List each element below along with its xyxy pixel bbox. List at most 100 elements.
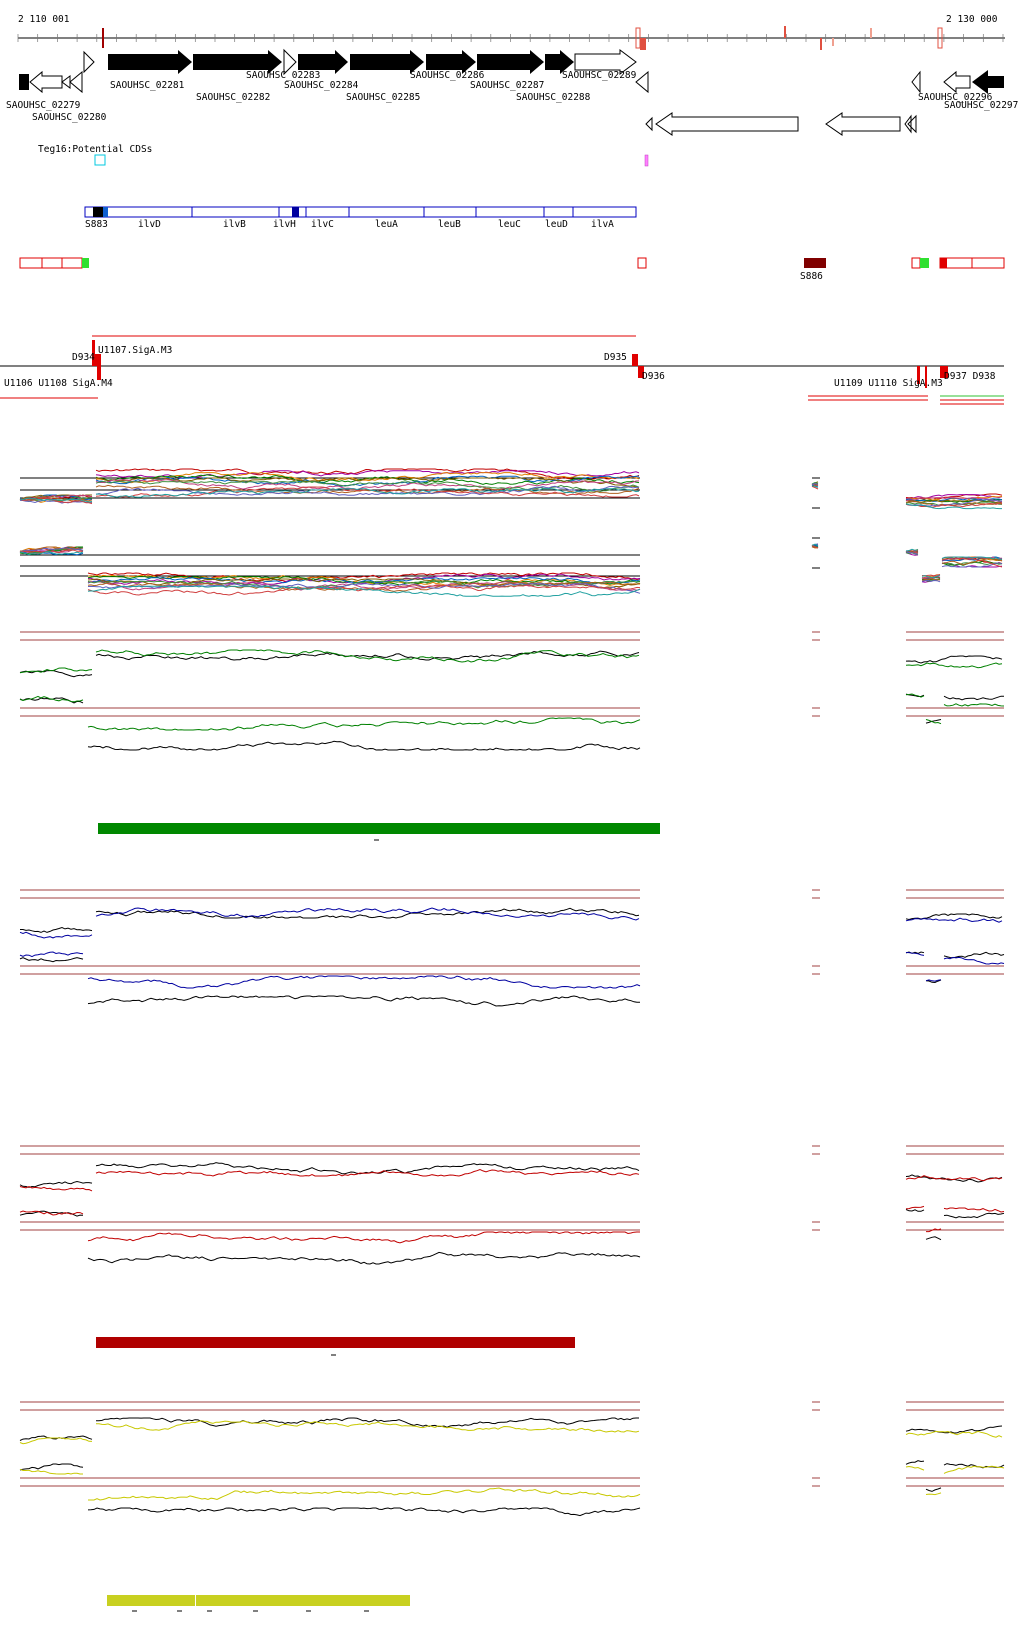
operon-ilvH-marker (292, 207, 299, 217)
gene-label: SAOUHSC_02286 (410, 70, 485, 81)
sample-trace (811, 544, 819, 549)
gene-label: SAOUHSC_02279 (6, 100, 81, 111)
gene-arrow-rev-4[interactable] (904, 114, 917, 134)
gene-arrow-02279[interactable] (19, 74, 29, 90)
ruler-ticks (17, 34, 1004, 42)
rna-feature-track: S886 (19, 257, 1005, 282)
gene-arrow-small-1[interactable] (61, 70, 83, 94)
potential-cds-box[interactable] (644, 154, 649, 167)
rna-feature[interactable] (82, 258, 89, 268)
gene-arrow-rev-2[interactable] (655, 112, 799, 136)
coordinate-ruler: 2 110 001 2 130 000 (17, 14, 1005, 50)
reference-trace (19, 957, 640, 1007)
sample-trace (905, 548, 1003, 578)
reference-trace (905, 655, 1003, 664)
condition-trace (19, 907, 640, 939)
sample-trace (905, 502, 1003, 508)
rna-feature-s886[interactable] (804, 258, 826, 268)
condition-trace (19, 1468, 641, 1501)
operon-gene-label: ilvH (273, 219, 296, 230)
gene-arrow-rev-1[interactable] (645, 116, 653, 132)
condition-4-bar[interactable] (107, 1595, 195, 1606)
gene-arrow-small-3[interactable] (635, 70, 649, 94)
potential-cds-track: Teg16:Potential CDSs (38, 144, 649, 167)
expression-profiles (19, 468, 1005, 1517)
sample-trace (19, 547, 641, 594)
promoter-label: U1109 U1110 SigA.M3 (834, 378, 943, 389)
reference-trace (20, 907, 640, 933)
operon-gene-label: ilvD (138, 219, 161, 230)
gene-track: SAOUHSC_02279 SAOUHSC_02280 SAOUHSC_0228… (6, 48, 1018, 136)
operon-gene-label: S883 (85, 219, 108, 230)
reference-trace (19, 697, 641, 751)
rna-feature[interactable] (911, 257, 921, 269)
reference-trace (19, 1417, 639, 1441)
ruler-highlights (102, 26, 943, 50)
gene-label: SAOUHSC_02287 (470, 80, 544, 91)
condition-trace (905, 1205, 1005, 1233)
rna-feature[interactable] (19, 257, 83, 269)
reference-trace (905, 1209, 1005, 1241)
gene-label: SAOUHSC_02281 (110, 80, 185, 91)
gene-arrow-02280[interactable] (29, 70, 63, 94)
sample-trace (811, 543, 819, 546)
promoter-label: U1107.SigA.M3 (98, 345, 172, 356)
gene-label: SAOUHSC_02284 (284, 80, 359, 91)
operon-gene-label: leuD (545, 219, 568, 230)
condition-1-panel (19, 631, 1005, 751)
gene-label: SAOUHSC_02297 (944, 100, 1018, 111)
sample-trace (19, 546, 641, 590)
operon-gene-label: ilvA (591, 219, 614, 230)
condition-trace (905, 1465, 1005, 1496)
operon-gene-label: leuC (498, 219, 521, 230)
promoter-track: U1107.SigA.M3 D934 D935 D936 U1106 U1108… (0, 335, 1004, 405)
condition-4-bar[interactable] (196, 1595, 410, 1606)
condition-trace (19, 1210, 640, 1244)
condition-trace (905, 693, 1005, 725)
gene-arrow-02285[interactable] (350, 50, 424, 74)
rna-feature[interactable] (637, 257, 647, 269)
gene-label: SAOUHSC_02288 (516, 92, 591, 103)
promoter-label: D937 D938 (944, 371, 996, 382)
sample-trace (19, 551, 641, 597)
gene-arrow-02289[interactable] (574, 49, 637, 75)
gene-arrow-02288[interactable] (545, 50, 574, 74)
operon-gene-label: leuB (438, 219, 461, 230)
rna-feature-label: S886 (800, 271, 823, 282)
condition-trace (19, 695, 641, 731)
condition-trace (19, 1168, 640, 1192)
reference-trace (19, 1463, 641, 1517)
gene-arrow-small-4[interactable] (911, 70, 921, 94)
condition-trace (19, 1420, 640, 1445)
gene-arrow-02296[interactable] (943, 70, 971, 94)
gene-arrow-02297[interactable] (972, 70, 1004, 94)
condition-3-bar[interactable] (96, 1337, 575, 1348)
sample-trace (811, 483, 819, 485)
sample-trace (905, 503, 1002, 510)
promoter-label: D934 (72, 352, 95, 363)
potential-cds-box[interactable] (94, 154, 106, 166)
operon-gene-label: ilvC (311, 219, 334, 230)
condition-2-panel (19, 889, 1005, 1007)
potential-cds-label: Teg16:Potential CDSs (38, 144, 152, 155)
gene-arrow-rev-3[interactable] (825, 112, 901, 136)
gene-arrow-02281[interactable] (108, 50, 192, 74)
gene-arrow-02282[interactable] (193, 50, 282, 74)
sample-trace (905, 551, 1003, 583)
reference-trace (905, 951, 1005, 984)
gene-arrow-02284[interactable] (298, 50, 348, 74)
operon-s883[interactable] (93, 207, 103, 217)
multi-sample-panel-top (19, 468, 1003, 510)
rna-feature[interactable] (920, 258, 929, 268)
condition-1-bar[interactable] (98, 823, 660, 834)
gene-arrow-small-2[interactable] (83, 50, 95, 74)
operon-box[interactable] (84, 206, 637, 218)
reference-trace (905, 1174, 1003, 1183)
sample-trace (811, 481, 819, 485)
sample-trace (905, 497, 1003, 503)
gene-arrow-02283[interactable] (283, 48, 297, 76)
gene-label: SAOUHSC_02289 (562, 70, 637, 81)
reference-trace (19, 650, 640, 678)
gene-arrow-02286[interactable] (426, 50, 476, 74)
gene-arrow-02287[interactable] (477, 50, 544, 74)
